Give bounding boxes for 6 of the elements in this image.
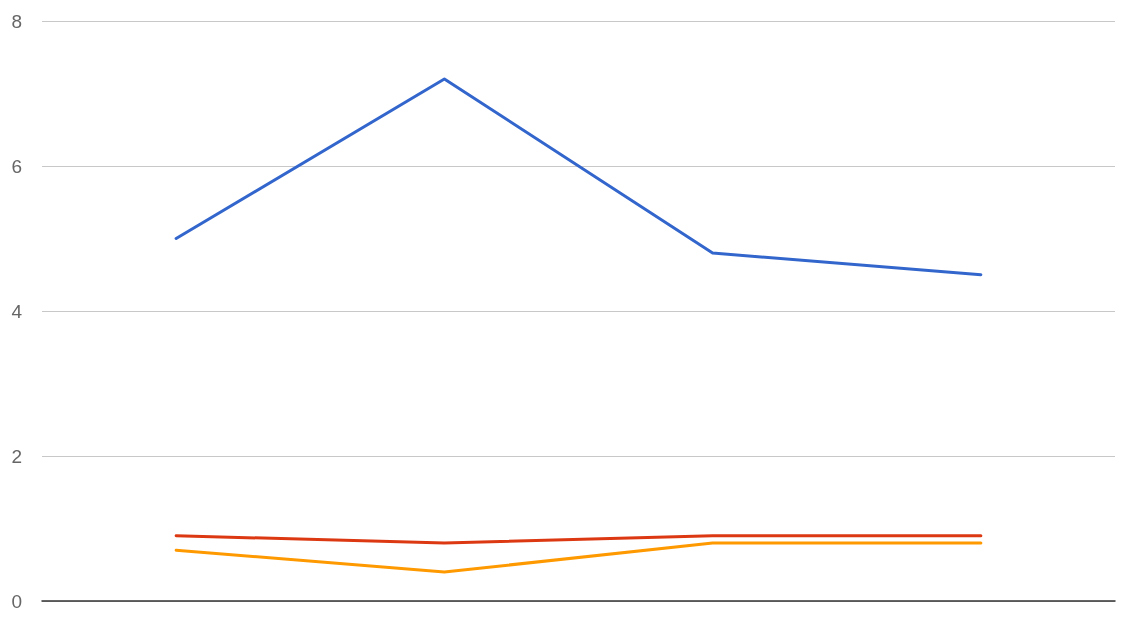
y-tick-label: 4 [11, 300, 23, 322]
y-tick-label: 6 [11, 155, 22, 177]
y-tick-label: 0 [11, 590, 22, 612]
line-series [174, 77, 983, 277]
y-tick-label: 8 [11, 10, 22, 32]
y-tick-label: 2 [11, 445, 22, 467]
